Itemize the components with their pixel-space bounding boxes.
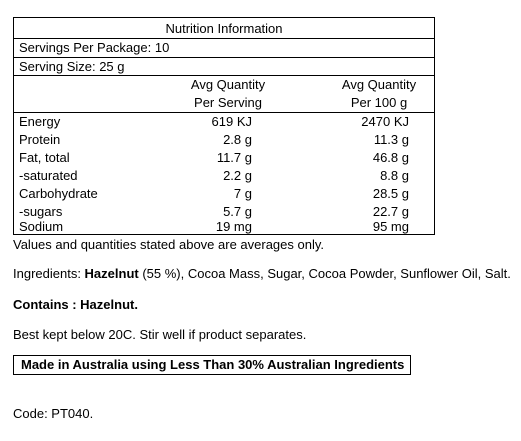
table-row: Fat, total 11.7 g 46.8 g [14, 149, 434, 167]
per-100g-value: 22.7 g [372, 204, 409, 219]
header-row-bottom: Per Serving Per 100 g [14, 94, 434, 112]
nutrient-label: Fat, total [19, 150, 70, 165]
ingredients-line: Ingredients: Hazelnut (55 %), Cocoa Mass… [13, 266, 511, 282]
serving-size-row: Serving Size: 25 g [14, 58, 434, 76]
nutrition-panel: Nutrition Information Servings Per Packa… [13, 17, 435, 235]
per-serving-value: 2.2 g [223, 168, 252, 183]
nutrient-label: -sugars [19, 204, 63, 219]
table-row: -saturated 2.2 g 8.8 g [14, 167, 434, 185]
product-code: Code: PT040. [13, 406, 94, 421]
storage-note: Best kept below 20C. Stir well if produc… [13, 327, 307, 342]
per-serving-value: 19 mg [215, 219, 252, 234]
per-100g-value: 2470 KJ [361, 114, 409, 129]
servings-per-package: Servings Per Package: 10 [19, 40, 170, 55]
divider [14, 57, 434, 58]
divider [14, 75, 434, 76]
nutrient-label: -saturated [19, 168, 78, 183]
nutrient-label: Carbohydrate [19, 186, 98, 201]
serving-size: Serving Size: 25 g [19, 59, 125, 74]
ingredients-prefix: Ingredients: [13, 266, 85, 281]
divider [14, 38, 434, 39]
table-row: Carbohydrate 7 g 28.5 g [14, 185, 434, 203]
ingredients-highlight: Hazelnut [84, 266, 139, 281]
col2-header-line2: Per 100 g [350, 95, 408, 110]
country-of-origin-box: Made in Australia using Less Than 30% Au… [13, 355, 411, 375]
nutrient-label: Energy [19, 114, 61, 129]
per-serving-value: 2.8 g [223, 132, 252, 147]
per-100g-value: 28.5 g [372, 186, 409, 201]
averages-note: Values and quantities stated above are a… [13, 237, 325, 252]
ingredients-list: (55 %), Cocoa Mass, Sugar, Cocoa Powder,… [138, 266, 511, 281]
table-row: Sodium 19 mg 95 mg [14, 218, 434, 236]
header-row-top: Avg Quantity Avg Quantity [14, 76, 434, 94]
table-row: -sugars 5.7 g 22.7 g [14, 203, 434, 221]
per-serving-value: 7 g [233, 186, 252, 201]
col2-header-line1: Avg Quantity [341, 77, 417, 92]
table-row: Protein 2.8 g 11.3 g [14, 131, 434, 149]
table-row: Energy 619 KJ 2470 KJ [14, 113, 434, 131]
allergen-statement: Contains : Hazelnut. [13, 297, 138, 312]
nutrient-label: Protein [19, 132, 61, 147]
nutrient-label: Sodium [19, 219, 64, 234]
per-100g-value: 8.8 g [380, 168, 409, 183]
per-serving-value: 11.7 g [216, 150, 252, 165]
panel-title: Nutrition Information [165, 21, 283, 36]
per-100g-value: 46.8 g [372, 150, 409, 165]
per-100g-value: 11.3 g [373, 132, 409, 147]
per-100g-value: 95 mg [372, 219, 409, 234]
col1-header-line1: Avg Quantity [190, 77, 266, 92]
divider [14, 112, 434, 113]
col1-header-line2: Per Serving [194, 95, 262, 110]
per-serving-value: 619 KJ [211, 114, 252, 129]
servings-row: Servings Per Package: 10 [14, 39, 434, 57]
per-serving-value: 5.7 g [223, 204, 252, 219]
